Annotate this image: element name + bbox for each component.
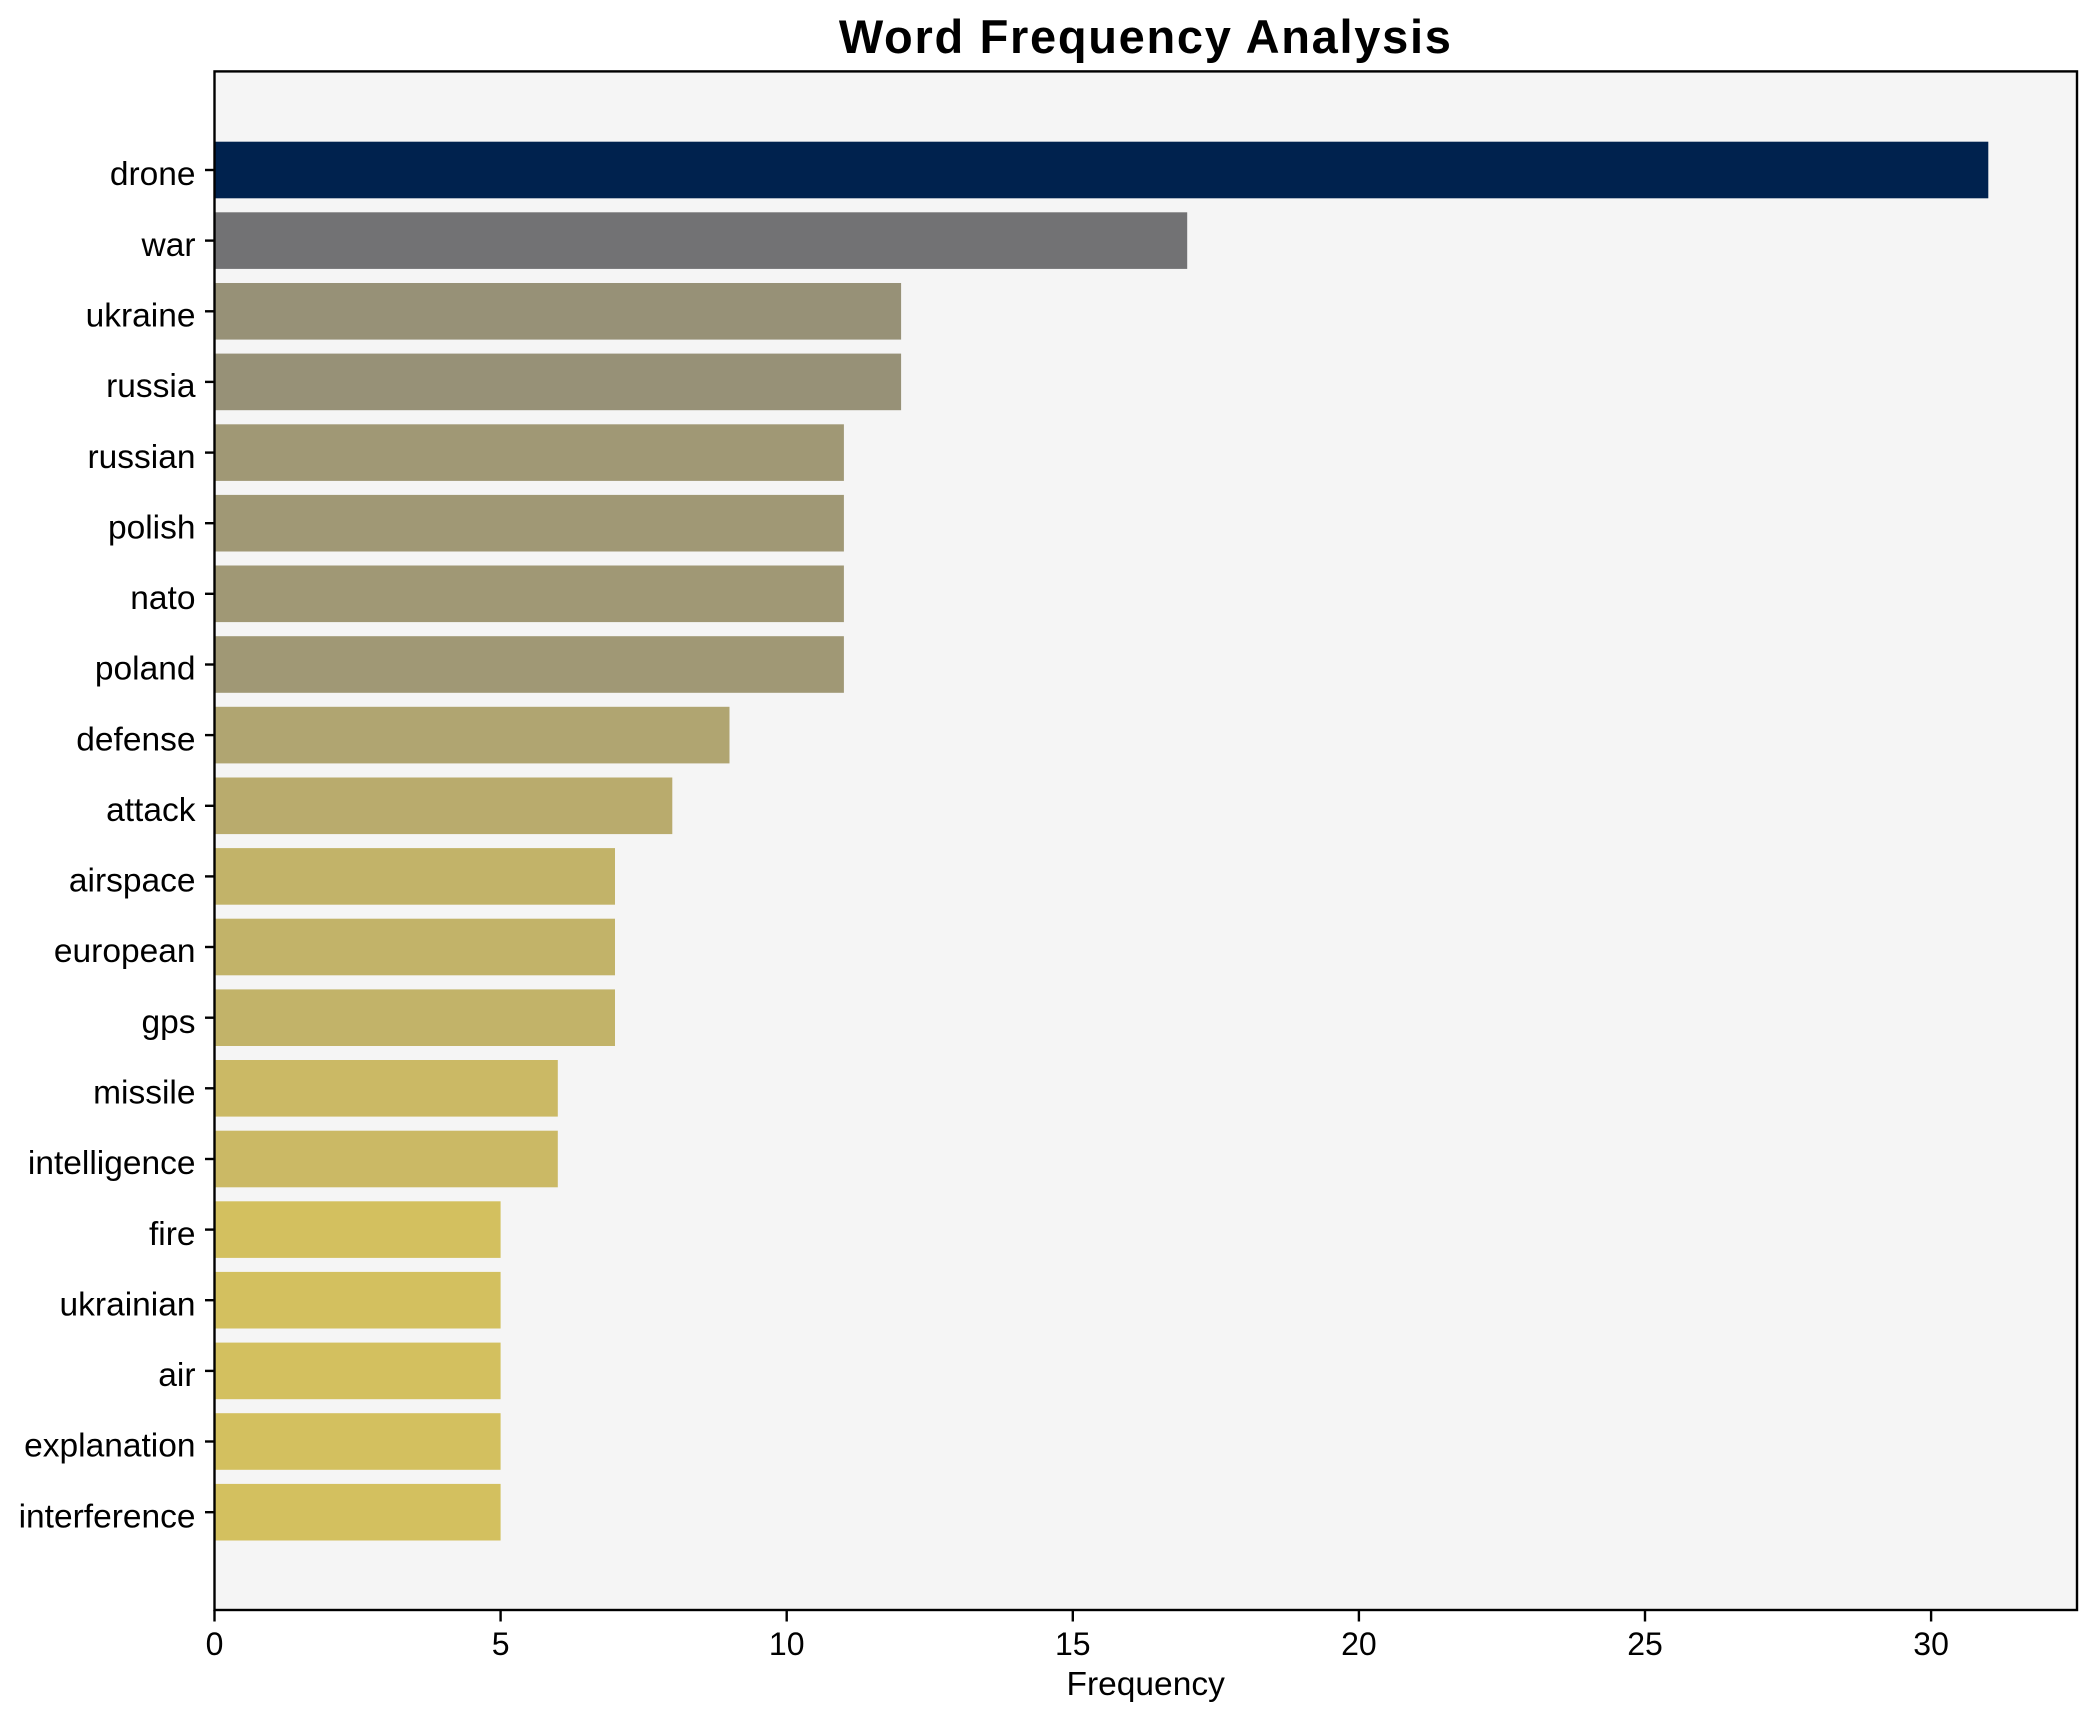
svg-text:explanation: explanation bbox=[24, 1428, 195, 1465]
svg-text:poland: poland bbox=[95, 651, 196, 688]
svg-text:fire: fire bbox=[149, 1216, 196, 1253]
svg-text:15: 15 bbox=[1055, 1626, 1091, 1662]
svg-text:30: 30 bbox=[1913, 1626, 1949, 1662]
svg-text:0: 0 bbox=[206, 1626, 224, 1662]
svg-text:air: air bbox=[158, 1357, 195, 1394]
svg-text:ukraine: ukraine bbox=[86, 298, 196, 335]
svg-text:intelligence: intelligence bbox=[28, 1145, 196, 1182]
svg-text:Frequency: Frequency bbox=[1067, 1666, 1226, 1703]
svg-text:war: war bbox=[141, 227, 196, 264]
svg-text:defense: defense bbox=[76, 721, 195, 758]
svg-text:Word Frequency Analysis: Word Frequency Analysis bbox=[839, 10, 1453, 63]
svg-text:gps: gps bbox=[141, 1004, 195, 1041]
svg-text:russian: russian bbox=[88, 439, 196, 476]
svg-text:10: 10 bbox=[769, 1626, 805, 1662]
svg-text:missile: missile bbox=[93, 1075, 195, 1112]
svg-text:5: 5 bbox=[492, 1626, 510, 1662]
svg-text:european: european bbox=[54, 933, 196, 970]
svg-text:ukrainian: ukrainian bbox=[60, 1286, 196, 1323]
svg-text:nato: nato bbox=[130, 580, 195, 617]
svg-text:airspace: airspace bbox=[69, 863, 196, 900]
svg-text:20: 20 bbox=[1341, 1626, 1377, 1662]
svg-text:25: 25 bbox=[1627, 1626, 1663, 1662]
svg-text:attack: attack bbox=[106, 792, 196, 829]
svg-text:interference: interference bbox=[19, 1498, 196, 1535]
svg-text:drone: drone bbox=[110, 156, 196, 193]
svg-text:russia: russia bbox=[106, 368, 196, 405]
svg-text:polish: polish bbox=[108, 509, 196, 546]
